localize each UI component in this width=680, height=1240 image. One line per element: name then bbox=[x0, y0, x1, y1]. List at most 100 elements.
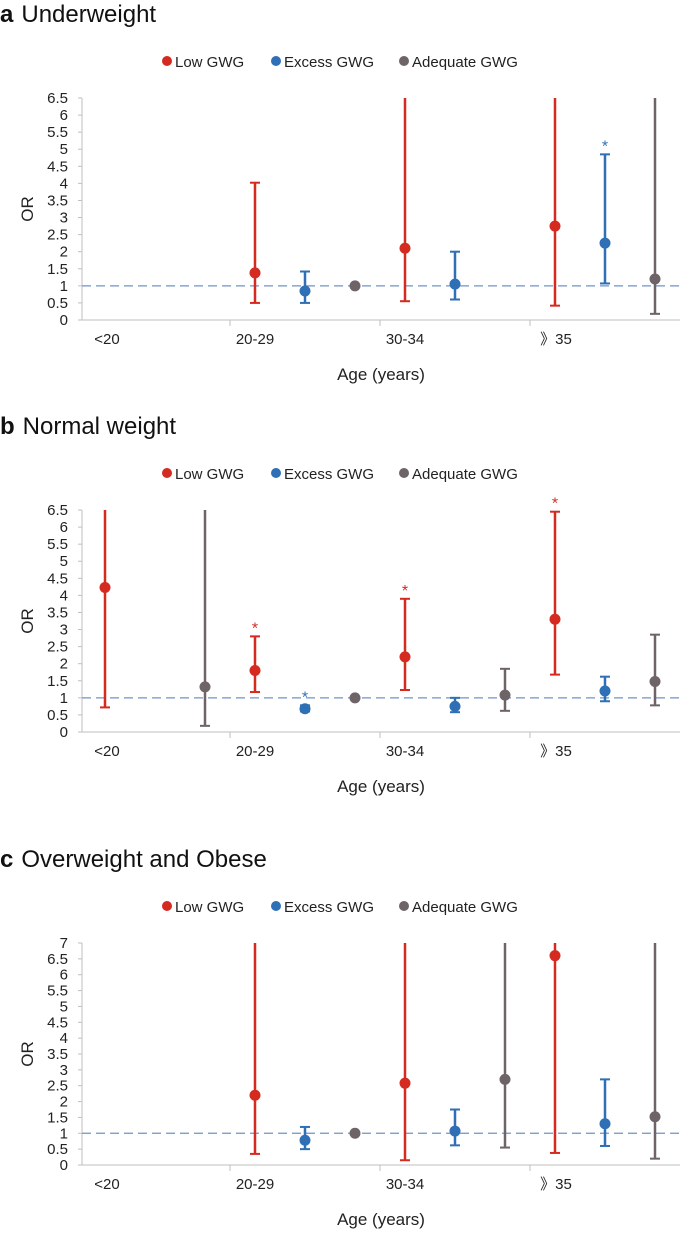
data-point-adequate-gwg bbox=[499, 943, 511, 1149]
or-marker bbox=[549, 950, 561, 962]
y-tick-label: 4.5 bbox=[47, 158, 68, 175]
y-tick-label: 0.5 bbox=[47, 707, 68, 724]
y-tick-label: 1 bbox=[60, 278, 68, 295]
significance-star: * bbox=[602, 138, 608, 155]
panel-title: c Overweight and Obese bbox=[0, 846, 267, 873]
y-tick-label: 5.5 bbox=[47, 124, 68, 141]
x-tick-label: 》35 bbox=[540, 743, 572, 760]
legend-marker-1 bbox=[271, 901, 281, 911]
or-marker bbox=[549, 613, 561, 625]
data-point-excess-gwg bbox=[449, 1108, 461, 1147]
x-axis-title: Age (years) bbox=[337, 1210, 425, 1229]
y-tick-label: 2 bbox=[60, 244, 68, 261]
legend-marker-2 bbox=[399, 56, 409, 66]
legend-marker-1 bbox=[271, 468, 281, 478]
y-tick-label: 1.5 bbox=[47, 673, 68, 690]
x-tick-label: 30-34 bbox=[386, 743, 424, 760]
y-tick-label: 6.5 bbox=[47, 951, 68, 968]
y-tick-label: 6 bbox=[60, 107, 68, 124]
y-axis-title: OR bbox=[18, 196, 37, 222]
significance-star: * bbox=[252, 620, 258, 637]
y-tick-label: 6 bbox=[60, 967, 68, 984]
data-point-low-gwg: * bbox=[399, 583, 411, 691]
y-tick-label: 5 bbox=[60, 553, 68, 570]
data-point-excess-gwg bbox=[599, 1078, 611, 1147]
panel-title-text: Overweight and Obese bbox=[21, 846, 266, 873]
data-point-low-gwg bbox=[549, 98, 561, 307]
y-tick-label: 2.5 bbox=[47, 227, 68, 244]
or-marker bbox=[349, 280, 361, 292]
or-marker bbox=[449, 278, 461, 290]
y-tick-label: 5.5 bbox=[47, 536, 68, 553]
data-point-adequate-gwg bbox=[649, 98, 661, 315]
y-tick-label: 6 bbox=[60, 519, 68, 536]
or-marker bbox=[399, 1077, 411, 1089]
panel-title: b Normal weight bbox=[0, 413, 176, 440]
or-marker bbox=[299, 703, 311, 715]
y-tick-label: 4 bbox=[60, 1030, 68, 1047]
data-point-low-gwg bbox=[99, 510, 111, 709]
or-marker bbox=[349, 692, 361, 704]
or-marker bbox=[249, 267, 261, 279]
x-tick-label: <20 bbox=[94, 1176, 119, 1193]
y-tick-label: 6.5 bbox=[47, 90, 68, 107]
data-point-excess-gwg bbox=[449, 696, 461, 714]
data-point-excess-gwg bbox=[599, 675, 611, 703]
x-tick-label: 30-34 bbox=[386, 1176, 424, 1193]
panel-title: a Underweight bbox=[0, 1, 156, 28]
legend-label: Excess GWG bbox=[284, 54, 374, 71]
y-tick-label: 5.5 bbox=[47, 983, 68, 1000]
x-tick-label: 》35 bbox=[540, 1176, 572, 1193]
y-tick-label: 0 bbox=[60, 1157, 68, 1174]
data-point-low-gwg bbox=[399, 98, 411, 303]
legend-marker-2 bbox=[399, 468, 409, 478]
data-point-adequate-gwg bbox=[349, 1127, 361, 1139]
legend: Low GWG Excess GWG Adequate GWG bbox=[162, 899, 518, 916]
y-tick-label: 1 bbox=[60, 1125, 68, 1142]
y-tick-label: 0.5 bbox=[47, 295, 68, 312]
chart-panel-c: c Overweight and Obese Low GWG Excess GWG Ad… bbox=[0, 846, 680, 1229]
data-point-low-gwg bbox=[549, 943, 561, 1154]
panel-title-text: Normal weight bbox=[23, 413, 177, 440]
legend-label: Low GWG bbox=[175, 899, 244, 916]
significance-star: * bbox=[302, 689, 308, 706]
x-axis-title: Age (years) bbox=[337, 365, 425, 384]
y-tick-label: 2.5 bbox=[47, 1078, 68, 1095]
data-point-adequate-gwg bbox=[349, 280, 361, 292]
or-marker bbox=[99, 582, 111, 594]
legend-label: Adequate GWG bbox=[412, 899, 518, 916]
panel-title-text: Underweight bbox=[21, 1, 156, 28]
legend-label: Excess GWG bbox=[284, 466, 374, 483]
data-point-low-gwg: * bbox=[549, 496, 561, 676]
legend-label: Low GWG bbox=[175, 466, 244, 483]
legend-label: Adequate GWG bbox=[412, 466, 518, 483]
significance-star: * bbox=[402, 583, 408, 600]
chart-panel-a: a Underweight Low GWG Excess GWG Adequate GW… bbox=[0, 1, 680, 384]
or-marker bbox=[649, 273, 661, 285]
x-tick-label: <20 bbox=[94, 743, 119, 760]
or-marker bbox=[449, 700, 461, 712]
or-marker bbox=[649, 1111, 661, 1123]
or-marker bbox=[599, 1118, 611, 1130]
panel-letter: a bbox=[0, 1, 14, 28]
y-tick-label: 7 bbox=[60, 935, 68, 952]
legend-marker-0 bbox=[162, 468, 172, 478]
y-tick-label: 0 bbox=[60, 312, 68, 329]
y-tick-label: 4.5 bbox=[47, 570, 68, 587]
x-tick-label: 20-29 bbox=[236, 743, 274, 760]
legend-marker-2 bbox=[399, 901, 409, 911]
y-tick-label: 3.5 bbox=[47, 192, 68, 209]
or-marker bbox=[299, 285, 311, 297]
legend-label: Adequate GWG bbox=[412, 54, 518, 71]
or-marker bbox=[399, 242, 411, 254]
data-point-excess-gwg bbox=[449, 250, 461, 301]
y-tick-label: 3.5 bbox=[47, 604, 68, 621]
y-tick-label: 2 bbox=[60, 656, 68, 673]
y-tick-label: 1.5 bbox=[47, 1109, 68, 1126]
data-point-excess-gwg: * bbox=[299, 689, 311, 715]
y-axis-title: OR bbox=[18, 1041, 37, 1067]
data-point-excess-gwg bbox=[299, 270, 311, 304]
or-marker bbox=[549, 220, 561, 232]
y-tick-label: 5 bbox=[60, 998, 68, 1015]
data-point-low-gwg bbox=[249, 943, 261, 1155]
